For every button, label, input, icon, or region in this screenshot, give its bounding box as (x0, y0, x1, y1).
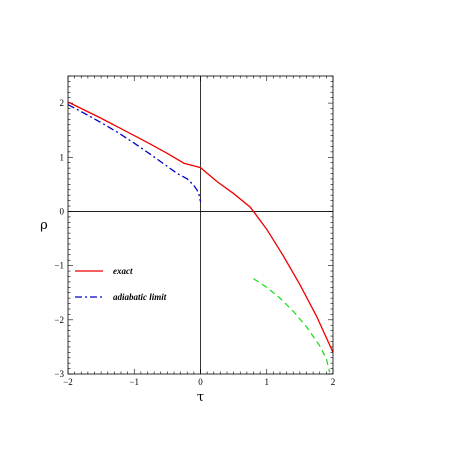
legend: exact adiabatic limit (75, 266, 167, 302)
series-line-unlabeled-2 (253, 278, 331, 373)
y-tick-label: −3 (54, 369, 64, 379)
legend-label: exact (113, 266, 133, 276)
x-tick-label: −2 (63, 377, 73, 387)
x-tick-label: 2 (331, 377, 336, 387)
legend-label: adiabatic limit (113, 292, 167, 302)
series-line-adiabatic-limit (67, 104, 202, 202)
y-tick-label: 1 (60, 152, 65, 162)
y-axis-title: ρ (40, 218, 48, 233)
x-axis-title: τ (197, 390, 204, 405)
x-tick-label: −1 (129, 377, 139, 387)
series-layer (67, 101, 334, 373)
series-line-exact (67, 101, 334, 353)
y-tick-label: −1 (54, 261, 64, 271)
y-tick-label: 2 (60, 98, 65, 108)
x-tick-label: 0 (198, 377, 203, 387)
y-tick-label: 0 (60, 206, 65, 216)
x-tick-label: 1 (265, 377, 270, 387)
y-tick-label: −2 (54, 315, 64, 325)
plot-frame (67, 75, 334, 375)
